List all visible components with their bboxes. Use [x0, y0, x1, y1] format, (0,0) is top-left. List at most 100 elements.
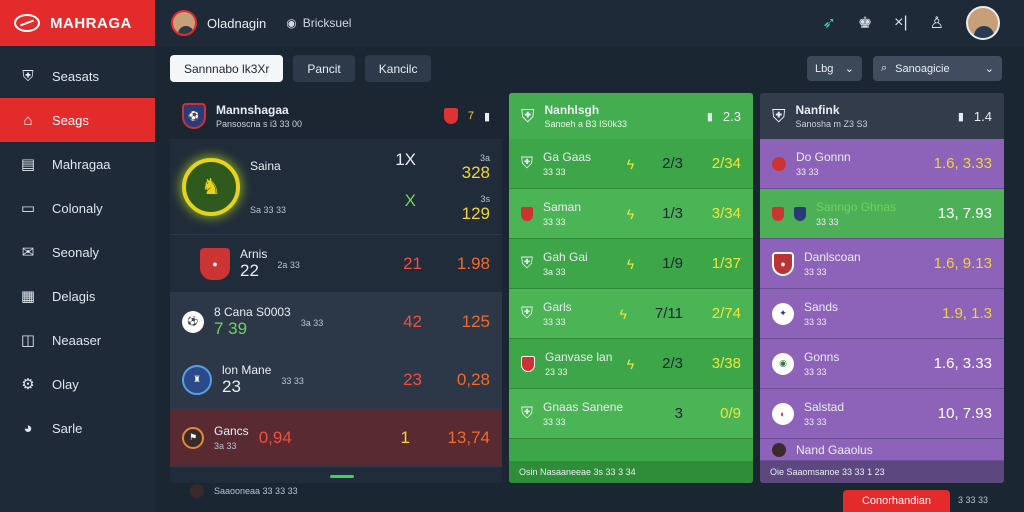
brand[interactable]: MAHRAGA — [0, 0, 155, 46]
odd-label[interactable]: 1X — [395, 149, 416, 169]
odd-value[interactable]: 328 — [461, 162, 490, 182]
match-row[interactable]: ◉ Gonns 33 33 1.6, 3.33 — [760, 339, 1004, 389]
odd-value[interactable]: 1.6, 3.33 — [933, 155, 992, 172]
odd-away[interactable]: 13,74 — [447, 427, 490, 447]
match-panel-purple: ⛨ Nanfink Sanosha m Z3 S3 ▮ 1.4 Do Gonnn… — [760, 93, 1004, 483]
match-row[interactable]: ⛨ Ga Gaas 33 33 ϟ 2/3 2/34 — [509, 139, 753, 189]
top-link[interactable]: ◉ Bricksuel — [286, 16, 351, 30]
team-name: lon Mane — [222, 362, 272, 377]
user-name: Oladnagin — [207, 15, 267, 31]
odd-label[interactable]: X — [404, 190, 416, 210]
scroll-indicator[interactable] — [330, 475, 354, 478]
match-row[interactable]: Ganvase lan 23 33 ϟ 2/3 3/38 — [509, 339, 753, 389]
match-row[interactable]: Saman 33 33 ϟ 1/3 3/34 — [509, 189, 753, 239]
sidebar-item-colonaly[interactable]: ▭ Colonaly — [0, 186, 155, 230]
odd-away[interactable]: 3/34 — [711, 205, 741, 222]
match-row[interactable]: ♜ lon Mane 23 33 33 23 0,28 — [170, 351, 502, 409]
sidebar-item-seags[interactable]: ⌂ Seags — [0, 98, 155, 142]
odd-away[interactable]: 2/74 — [711, 305, 741, 322]
sidebar-item-label: Neaaser — [52, 332, 102, 348]
odd-away[interactable]: 2/34 — [711, 155, 741, 172]
tab-filter-3[interactable]: Kancilc — [364, 55, 432, 82]
search-box[interactable]: ⌕ ⌄ — [873, 56, 1002, 81]
team-name: Saman — [543, 200, 582, 214]
flag-icon[interactable]: ▮ — [706, 110, 713, 123]
match-row[interactable]: ⚽ 8 Cana S0003 7 39 3a 33 42 125 — [170, 293, 502, 351]
trophy-icon[interactable]: ♚ — [857, 15, 873, 32]
connect-button[interactable]: Conorhandian — [843, 490, 950, 512]
tag-icon: ◫ — [20, 332, 36, 349]
head-odd: 2.3 — [722, 108, 741, 124]
odd-away[interactable]: 125 — [461, 311, 490, 331]
match-row[interactable]: ⛨ Gah Gai 3a 33 ϟ 1/9 1/37 — [509, 239, 753, 289]
tab-filter-1[interactable]: Sannnabo lk3Xr — [170, 55, 284, 82]
odd-value[interactable]: 1.6, 9.13 — [933, 255, 992, 272]
match-row[interactable]: ✦ Sands 33 33 1.9, 1.3 — [760, 289, 1004, 339]
odd-away[interactable]: 0/9 — [720, 405, 741, 422]
match-row[interactable]: ⛨ Gnaas Sanene 33 33 3 0/9 — [509, 389, 753, 439]
team-name: Gnaas Sanene — [543, 400, 624, 414]
odd-home[interactable]: 1/9 — [662, 255, 683, 272]
featured-match[interactable]: ♞ Saina Sa 33 33 1X 3a 328 X 3s 129 — [170, 139, 502, 235]
match-row[interactable]: Nand Gaaolus — [760, 439, 1004, 461]
odd-home[interactable]: 7/11 — [654, 305, 683, 322]
odd-value[interactable]: 10, 7.93 — [937, 405, 992, 422]
odd-home[interactable]: 3 — [674, 405, 683, 422]
odd-home[interactable]: 1/3 — [662, 205, 683, 222]
panel-subtitle: Sanoeh a B3 IS0k33 — [544, 119, 628, 129]
odd-value[interactable]: 1.9, 1.3 — [941, 305, 992, 322]
odd-home[interactable]: 1 — [400, 427, 410, 447]
match-row[interactable]: Sanngo Ghnas 33 33 13, 7.93 — [760, 189, 1004, 239]
odd-home[interactable]: 23 — [403, 369, 422, 389]
panel-subtitle: Sanosha m Z3 S3 — [795, 119, 868, 129]
match-row-live[interactable]: ⚑ Gancs 3a 33 0,94 1 13,74 — [170, 409, 502, 467]
sidebar-item-olay[interactable]: ⚙ Olay — [0, 362, 155, 406]
odd-away[interactable]: 1.98 — [456, 253, 490, 273]
odd-value[interactable]: 13, 7.93 — [937, 205, 992, 222]
team-name: Gancs — [214, 424, 249, 438]
team-name: Saina — [250, 159, 281, 173]
sidebar-item-sarle[interactable]: ◕ Sarle — [0, 406, 155, 450]
match-row[interactable]: ● Arnis 22 2a 33 21 1.98 — [170, 235, 502, 293]
odd-away[interactable]: 0,28 — [456, 369, 490, 389]
match-row[interactable]: ◐ Salstad 33 33 10, 7.93 — [760, 389, 1004, 439]
odd-away[interactable]: 3/38 — [711, 355, 741, 372]
match-meta: 33 33 — [543, 417, 566, 427]
flag-icon[interactable]: ▮ — [957, 110, 964, 123]
flag-icon[interactable]: ▮ — [483, 110, 490, 123]
sidebar-item-neaaser[interactable]: ◫ Neaaser — [0, 318, 155, 362]
rocket-icon[interactable]: ➶ — [822, 15, 836, 32]
close-divider[interactable]: ×| — [894, 14, 908, 31]
match-meta: Sa 33 33 — [250, 205, 287, 215]
top-link-label: Bricksuel — [302, 16, 352, 30]
chevron-down-icon: ⌄ — [844, 63, 854, 75]
match-panel-main: ⚽ Mannshagaa Pansoscna s i3 33 00 7 ▮ ♞ … — [170, 93, 502, 483]
panel-header: ⛨ Nanfink Sanosha m Z3 S3 ▮ 1.4 — [760, 93, 1004, 139]
odd-away[interactable]: 1/37 — [711, 255, 741, 272]
team-crest-icon — [443, 108, 458, 124]
top-bar: Oladnagin ◉ Bricksuel ➶ ♚ ×| ♙ — [155, 0, 1024, 46]
sidebar-item-label: Colonaly — [52, 200, 103, 216]
odd-home[interactable]: 42 — [403, 311, 422, 331]
sidebar-item-seasats[interactable]: ⛨ Seasats — [0, 54, 155, 98]
odd-value[interactable]: 129 — [461, 203, 490, 223]
search-input[interactable] — [895, 62, 966, 75]
user-icon[interactable]: ♙ — [929, 15, 944, 32]
league-select[interactable]: Lbg ⌄ — [807, 56, 862, 81]
sidebar-item-seonaly[interactable]: ✉ Seonaly — [0, 230, 155, 274]
profile-avatar[interactable] — [966, 6, 1000, 40]
tab-filter-2[interactable]: Pancit — [293, 55, 355, 82]
head-odd: 1.4 — [973, 108, 992, 124]
odd-home[interactable]: 21 — [403, 253, 422, 273]
match-row[interactable]: ● Danlscoan 33 33 1.6, 9.13 — [760, 239, 1004, 289]
sidebar-item-delagis[interactable]: ▦ Delagis — [0, 274, 155, 318]
match-row[interactable]: Do Gonnn 33 33 1.6, 3.33 — [760, 139, 1004, 189]
avatar[interactable] — [171, 10, 197, 36]
odd-home[interactable]: 2/3 — [662, 155, 683, 172]
odd-home[interactable]: 2/3 — [662, 355, 683, 372]
odd-value[interactable]: 1.6, 3.33 — [933, 355, 992, 372]
panel-footer: Osin Nasaaneeae 3s 33 3 34 — [509, 461, 753, 483]
match-row[interactable]: ⛨ Garls 33 33 ϟ 7/11 2/74 — [509, 289, 753, 339]
home-icon: ⌂ — [23, 111, 33, 129]
sidebar-item-mahragaa[interactable]: ▤ Mahragaa — [0, 142, 155, 186]
